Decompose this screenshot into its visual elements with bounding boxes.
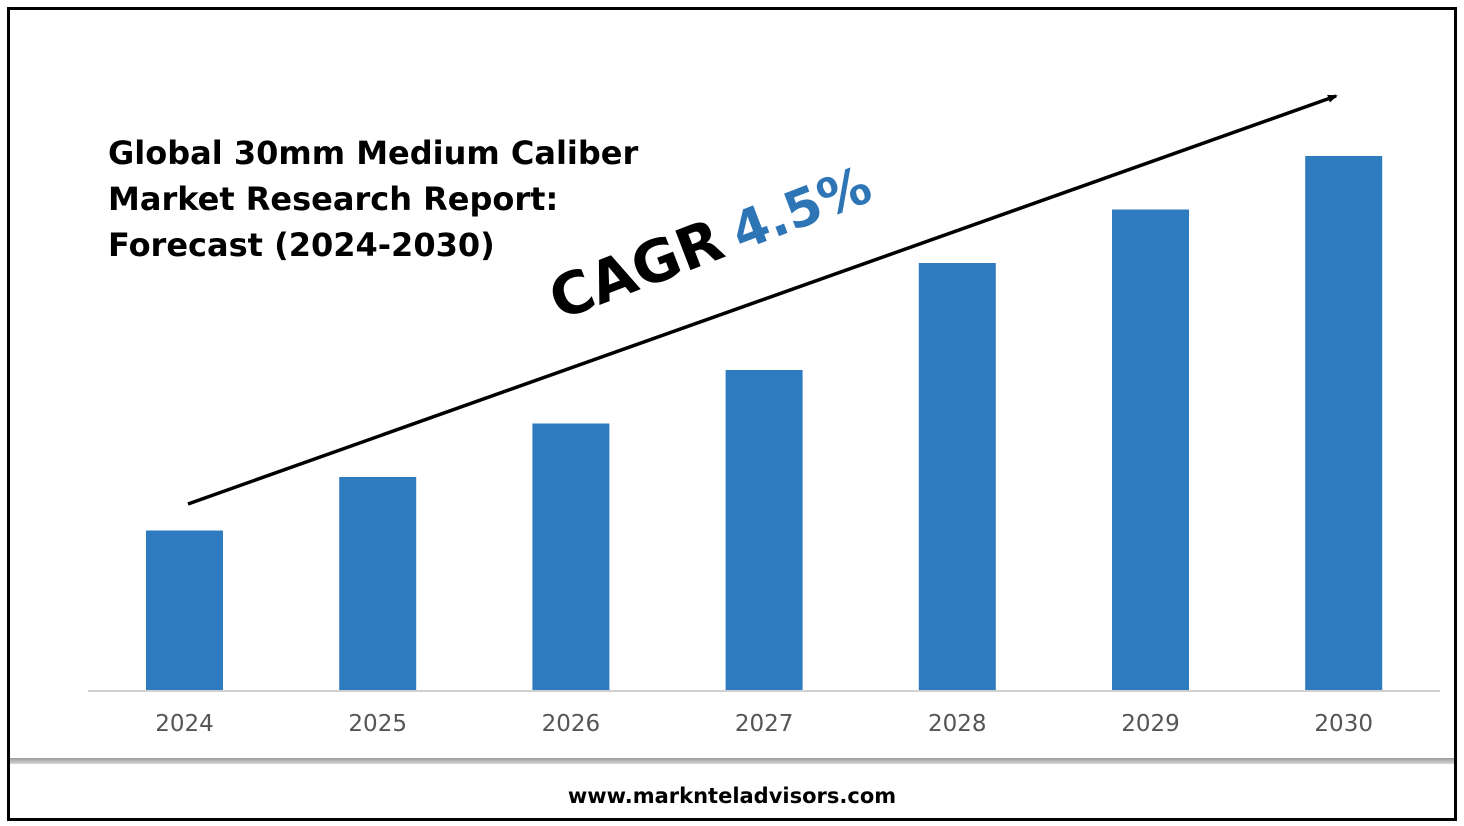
x-tick-label-2024: 2024 — [155, 711, 214, 737]
footer-url: www.marknteladvisors.com — [567, 784, 897, 808]
x-tick-label-2026: 2026 — [542, 711, 601, 737]
footer-divider — [10, 758, 1454, 764]
title-line-3: Forecast (2024-2030) — [108, 226, 495, 264]
x-tick-label-2030: 2030 — [1314, 711, 1373, 737]
bar-2029 — [1112, 209, 1189, 691]
bar-2025 — [339, 477, 417, 691]
x-tick-label-2025: 2025 — [348, 711, 407, 737]
chart-title: Global 30mm Medium Caliber Market Resear… — [108, 130, 668, 268]
trend-arrow — [187, 94, 1338, 506]
title-line-1: Global 30mm Medium Caliber — [108, 134, 639, 172]
bar-2027 — [725, 370, 803, 691]
bar-2026 — [532, 423, 610, 691]
x-tick-label-2027: 2027 — [735, 711, 794, 737]
title-line-2: Market Research Report: — [108, 180, 559, 218]
x-tick-label-2029: 2029 — [1121, 711, 1180, 737]
bar-2028 — [918, 263, 996, 691]
bar-2024 — [146, 530, 223, 691]
x-tick-label-2028: 2028 — [928, 711, 987, 737]
bar-2030 — [1305, 156, 1383, 691]
